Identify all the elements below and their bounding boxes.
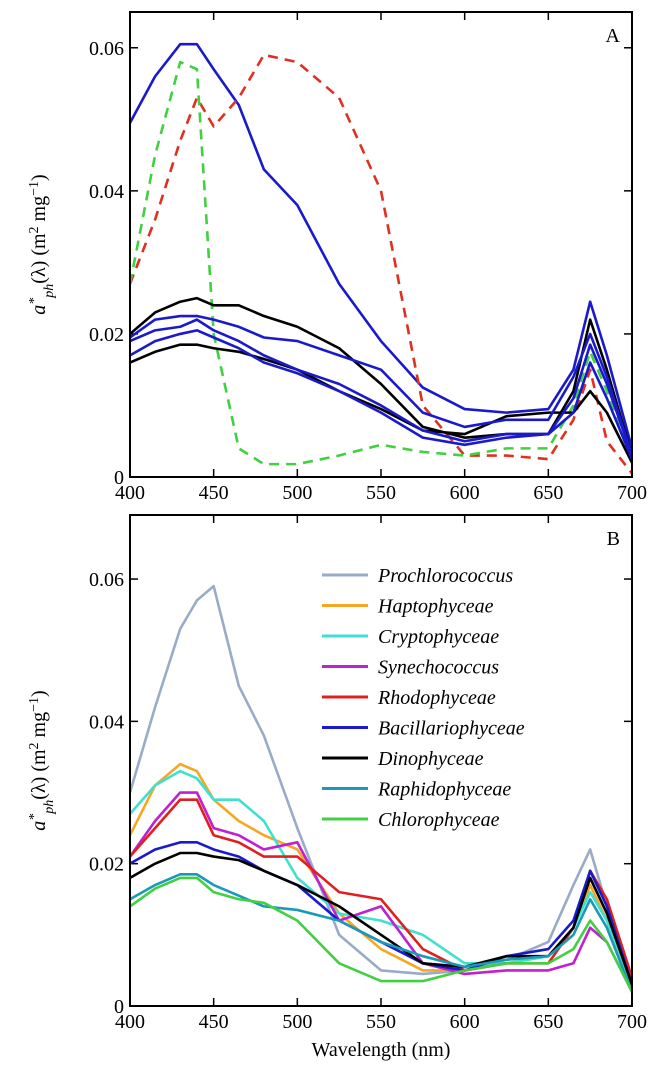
legend-text: Raphidophyceae	[377, 779, 511, 801]
x-tick-label: 450	[199, 482, 229, 504]
plot-frame	[129, 514, 633, 1007]
y-axis-label-part: (λ) (m	[28, 233, 50, 284]
y-axis-label-part: *	[27, 814, 42, 821]
y-axis-label-part: )	[28, 690, 50, 697]
y-tick-label: 0	[114, 467, 124, 489]
series-line	[130, 876, 632, 993]
series-line	[130, 314, 632, 456]
series-line	[130, 318, 632, 456]
series-line	[130, 42, 632, 449]
y-axis-label-part: 2	[27, 742, 42, 749]
legend-text: Haptophyceae	[377, 596, 494, 618]
panel-label: B	[607, 528, 620, 550]
legend-text: Bacillariophyceae	[378, 718, 525, 740]
legend-text: Dinophyceae	[377, 748, 484, 770]
x-tick-label: 650	[533, 482, 563, 504]
plot-area	[130, 584, 632, 993]
x-tick-label: 400	[115, 482, 145, 504]
y-axis-label-part: *	[27, 298, 42, 305]
x-tick-label: 400	[115, 1011, 145, 1033]
y-axis-label: a*ph(λ) (m2 mg−1)	[27, 690, 57, 830]
y-axis-label-part: ph	[42, 800, 57, 815]
series-line	[130, 841, 632, 986]
x-tick-label: 500	[282, 482, 312, 504]
legend-text: Chlorophyceae	[378, 809, 500, 831]
panel-label: A	[606, 25, 621, 47]
legend-text: Prochlorococcus	[377, 565, 513, 587]
series-line	[130, 791, 632, 993]
y-axis-label-part: ph	[42, 284, 57, 299]
y-axis-label-part: mg	[28, 712, 50, 743]
x-tick-label: 650	[533, 1011, 563, 1033]
x-tick-label: 500	[282, 1011, 312, 1033]
y-tick-label: 0	[114, 996, 124, 1018]
legend-text: Cryptophyceae	[378, 626, 499, 648]
y-axis-label-part: mg	[28, 196, 50, 227]
x-tick-label: 600	[450, 1011, 480, 1033]
y-axis-label-part: )	[28, 174, 50, 181]
series-line	[130, 851, 632, 986]
x-tick-label: 450	[199, 1011, 229, 1033]
y-tick-label: 0.04	[89, 711, 124, 733]
series-line	[130, 873, 632, 993]
y-tick-label: 0.06	[89, 38, 124, 60]
legend-text: Synechococcus	[378, 657, 499, 679]
y-axis-label: a*ph(λ) (m2 mg−1)	[27, 174, 57, 314]
series-line	[130, 53, 632, 475]
y-axis-label-part: −1	[27, 181, 42, 196]
x-tick-label: 700	[617, 482, 647, 504]
x-tick-label: 550	[366, 482, 396, 504]
x-tick-label: 600	[450, 482, 480, 504]
series-line	[130, 60, 632, 466]
y-axis-label-part: a	[28, 305, 50, 315]
y-tick-label: 0.06	[89, 569, 124, 591]
x-tick-label: 700	[617, 1011, 647, 1033]
y-tick-label: 0.02	[89, 324, 124, 346]
y-tick-label: 0.02	[89, 854, 124, 876]
series-line	[130, 329, 632, 460]
y-tick-label: 0.04	[89, 181, 124, 203]
y-axis-label-part: 2	[27, 226, 42, 233]
plot-area	[130, 42, 632, 475]
plot-frame	[129, 11, 633, 478]
y-axis-label-part: a	[28, 821, 50, 831]
series-line	[130, 584, 632, 986]
y-axis-label-part: −1	[27, 697, 42, 712]
series-line	[130, 296, 632, 456]
x-tick-label: 550	[366, 1011, 396, 1033]
legend-text: Rhodophyceae	[377, 687, 496, 709]
series-line	[130, 343, 632, 464]
x-axis-label: Wavelength (nm)	[312, 1039, 451, 1061]
y-axis-label-part: (λ) (m	[28, 749, 50, 800]
